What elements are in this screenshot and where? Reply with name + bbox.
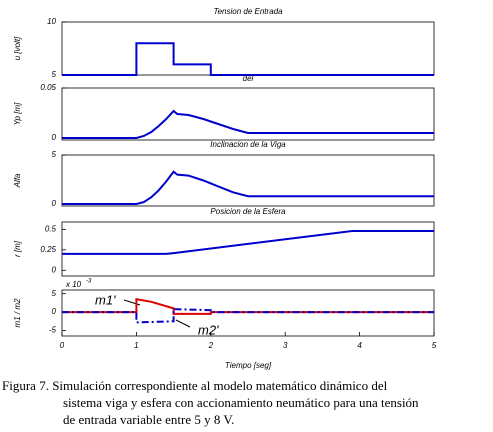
offset-exponent: -3 xyxy=(86,279,92,285)
series-line xyxy=(62,298,434,315)
series-annotation: m1' xyxy=(95,292,116,307)
arrow xyxy=(123,299,141,306)
y-tick-label: 5 xyxy=(52,70,57,79)
series-line xyxy=(62,42,434,76)
series-line xyxy=(62,230,434,255)
y-tick-label: 0 xyxy=(52,265,57,274)
x-tick-label: 4 xyxy=(357,341,362,350)
y-tick-label: 5 xyxy=(52,150,57,159)
y-tick-label: -5 xyxy=(49,326,57,335)
y-tick-label: 0 xyxy=(52,307,57,316)
plot-frame xyxy=(61,21,435,76)
series-line xyxy=(62,170,434,205)
x-tick-label: 2 xyxy=(208,341,214,350)
subplot-title: Inclinacion de la Viga xyxy=(210,140,286,149)
y-tick-label: 10 xyxy=(47,17,56,26)
offset-label: x 10 xyxy=(65,280,82,289)
subplot-title: del xyxy=(243,74,254,83)
y-axis-label: m1 / m2 xyxy=(13,298,22,327)
plot-frame xyxy=(61,87,435,141)
x-tick-label: 0 xyxy=(60,341,65,350)
series-line xyxy=(62,308,434,324)
y-tick-label: 0 xyxy=(52,133,57,142)
caption-line: Figura 7. Simulación correspondiente al … xyxy=(2,378,388,393)
plot-frame xyxy=(61,154,435,207)
x-tick-label: 5 xyxy=(432,341,437,350)
caption-line: de entrada variable entre 5 y 8 V. xyxy=(63,412,234,427)
y-tick-label: 5 xyxy=(52,289,57,298)
x-tick-label: 1 xyxy=(134,341,138,350)
plot-frame xyxy=(61,221,435,277)
subplot-title: Tension de Entrada xyxy=(213,7,283,16)
caption-line: sistema viga y esfera con accionamiento … xyxy=(63,395,419,410)
series-annotation: m2' xyxy=(198,322,219,337)
y-axis-label: r [m] xyxy=(13,240,22,257)
x-tick-label: 3 xyxy=(283,341,288,350)
y-tick-label: 0 xyxy=(52,199,57,208)
arrow xyxy=(175,319,191,328)
y-axis-label: Alfa xyxy=(13,173,22,188)
series-line xyxy=(62,109,434,139)
y-axis-label: u [volt] xyxy=(13,36,22,60)
y-tick-label: 0.05 xyxy=(40,83,56,92)
y-tick-label: 0.5 xyxy=(45,224,57,233)
y-axis-label: Yp [m] xyxy=(13,102,22,125)
y-tick-label: 0.25 xyxy=(40,245,56,254)
x-axis-label: Tiempo [seg] xyxy=(225,361,272,370)
subplot-title: Posicion de la Esfera xyxy=(210,207,286,216)
